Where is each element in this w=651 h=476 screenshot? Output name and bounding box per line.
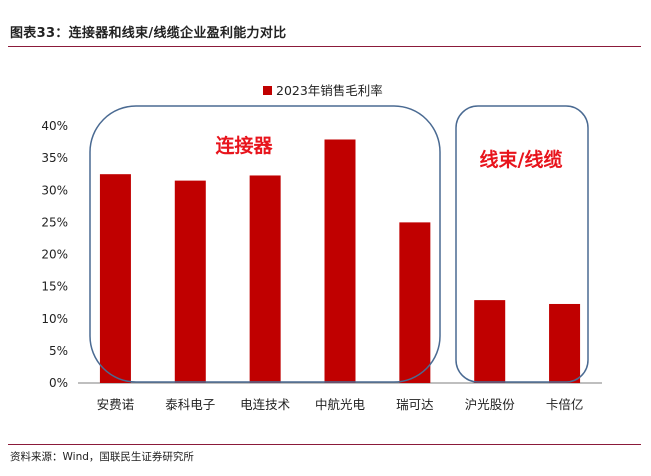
group-box-harness — [455, 105, 589, 383]
category-label: 安费诺 — [97, 397, 135, 412]
y-tick-label: 40% — [41, 119, 68, 133]
bottom-rule — [8, 444, 641, 445]
category-labels: 安费诺 泰科电子 电连技术 中航光电 瑞可达 沪光股份 卡倍亿 — [97, 397, 584, 412]
y-tick-label: 25% — [41, 215, 68, 229]
category-label: 电连技术 — [240, 397, 291, 412]
bars — [99, 139, 581, 383]
chart-legend: 2023年销售毛利率 — [263, 83, 383, 98]
bar-chart: 2023年销售毛利率 0% 5% 10% 15% 20% 25% 30% 35% 40% 安费诺… — [41, 83, 602, 412]
legend-label: 2023年销售毛利率 — [276, 83, 383, 98]
bar — [399, 222, 431, 383]
legend-swatch — [263, 86, 272, 95]
figure-title: 图表33：连接器和线束/线缆企业盈利能力对比 — [10, 26, 287, 41]
y-tick-label: 20% — [41, 248, 68, 262]
category-label: 卡倍亿 — [546, 397, 584, 412]
top-rule — [8, 46, 641, 47]
y-tick-label: 35% — [41, 151, 68, 165]
y-tick-label: 10% — [41, 312, 68, 326]
bar — [249, 175, 281, 383]
bar — [324, 139, 356, 383]
y-tick-label: 30% — [41, 183, 68, 197]
group-box-connector — [89, 105, 441, 383]
bar — [99, 174, 131, 383]
y-tick-label: 15% — [41, 280, 68, 294]
bar — [174, 180, 206, 383]
category-label: 泰科电子 — [165, 397, 215, 412]
annotation-connector: 连接器 — [215, 134, 273, 157]
annotation-harness: 线束/线缆 — [480, 148, 563, 171]
category-label: 瑞可达 — [396, 397, 434, 412]
bar — [549, 303, 581, 383]
category-label: 沪光股份 — [465, 397, 516, 412]
y-tick-label: 0% — [49, 376, 68, 390]
y-tick-label: 5% — [49, 344, 68, 358]
category-label: 中航光电 — [315, 397, 366, 412]
y-axis-ticks: 0% 5% 10% 15% 20% 25% 30% 35% 40% — [41, 119, 68, 390]
bar — [474, 300, 506, 383]
source-note: 资料来源：Wind，国联民生证券研究所 — [10, 451, 194, 463]
